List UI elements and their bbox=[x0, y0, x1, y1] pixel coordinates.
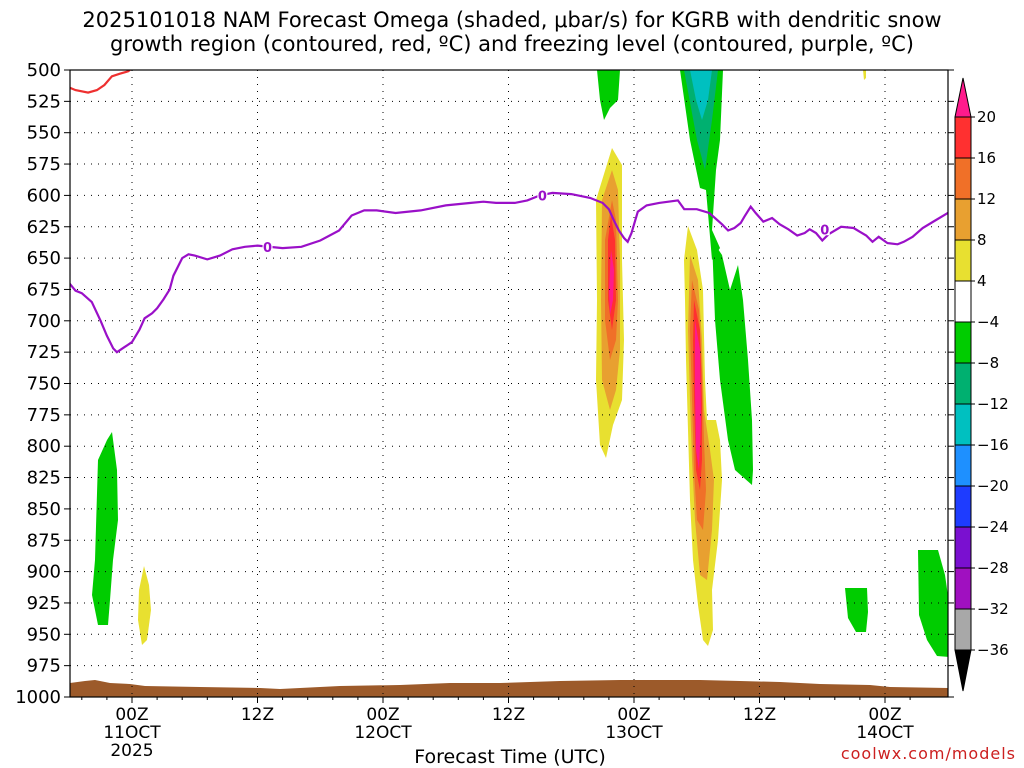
y-tick-label-850: 850 bbox=[27, 499, 61, 520]
colorbar-segment-10 bbox=[954, 485, 972, 528]
x-tick-label-5: 12Z bbox=[743, 705, 776, 725]
x-tick-label-3: 12Z bbox=[492, 705, 525, 725]
colorbar-top-arrow bbox=[954, 77, 972, 118]
y-tick-label-825: 825 bbox=[27, 468, 61, 489]
colorbar-label-9: −20 bbox=[977, 477, 1009, 495]
y-tick-label-625: 625 bbox=[27, 217, 61, 238]
chart-title: 2025101018 NAM Forecast Omega (shaded, μ… bbox=[0, 8, 1024, 56]
x-tick-date-0: 11OCT bbox=[103, 723, 161, 743]
omega-shading bbox=[70, 70, 948, 697]
y-axis: 500 525 550 575 600 625 650 675 700 725 750 775 800 8… bbox=[15, 60, 954, 708]
colorbar-segment-5 bbox=[954, 280, 972, 323]
y-tick-label-550: 550 bbox=[27, 123, 61, 144]
chart-title-line-1: 2025101018 NAM Forecast Omega (shaded, μ… bbox=[82, 8, 942, 32]
y-tick-label-500: 500 bbox=[27, 60, 61, 81]
y-tick-label-1000: 1000 bbox=[15, 687, 61, 708]
colorbar-segment-2 bbox=[954, 157, 972, 200]
colorbar-segment-3 bbox=[954, 198, 972, 241]
y-tick-label-800: 800 bbox=[27, 436, 61, 457]
colorbar-label-7: −12 bbox=[977, 395, 1009, 413]
x-tick-label-1: 12Z bbox=[241, 705, 274, 725]
freezing-level-contour bbox=[70, 191, 948, 354]
x-tick-label-6: 00Z bbox=[868, 705, 901, 725]
colorbar-label-13: −36 bbox=[977, 641, 1009, 659]
colorbar-label-11: −28 bbox=[977, 559, 1009, 577]
y-tick-label-525: 525 bbox=[27, 91, 61, 112]
y-tick-label-900: 900 bbox=[27, 562, 61, 583]
colorbar-segment-9 bbox=[954, 444, 972, 487]
colorbar-label-3: 8 bbox=[977, 231, 987, 249]
omega-region-green-3 bbox=[712, 240, 753, 485]
colorbar-segment-4 bbox=[954, 239, 972, 282]
freezing-label-bg-0 bbox=[262, 239, 273, 253]
freezing-label-bg-2 bbox=[819, 222, 830, 236]
colorbar-segment-13 bbox=[954, 608, 972, 651]
chart-title-line-2: growth region (contoured, red, ºC) and f… bbox=[110, 32, 914, 56]
colorbar-label-8: −16 bbox=[977, 436, 1009, 454]
credit-text: coolwx.com/models bbox=[840, 744, 1016, 763]
freezing-label-1: 0 bbox=[538, 189, 547, 204]
omega-region-teal-1 bbox=[684, 70, 718, 170]
omega-region-yellow-3 bbox=[138, 566, 151, 645]
y-tick-label-975: 975 bbox=[27, 656, 61, 677]
y-tick-label-775: 775 bbox=[27, 405, 61, 426]
y-tick-label-925: 925 bbox=[27, 593, 61, 614]
colorbar-label-10: −24 bbox=[977, 518, 1009, 536]
y-tick-label-575: 575 bbox=[27, 154, 61, 175]
y-tick-label-750: 750 bbox=[27, 374, 61, 395]
colorbar-segment-7 bbox=[954, 362, 972, 405]
colorbar-label-0: 20 bbox=[977, 108, 996, 126]
y-tick-label-675: 675 bbox=[27, 279, 61, 300]
freezing-label-bg-1 bbox=[537, 188, 548, 202]
x-tick-year-0: 2025 bbox=[110, 741, 153, 761]
freezing-label-2: 0 bbox=[820, 223, 829, 238]
x-tick-date-4: 13OCT bbox=[605, 723, 663, 743]
omega-region-green-5 bbox=[845, 588, 868, 632]
freezing-label-0: 0 bbox=[263, 241, 272, 256]
colorbar-bottom-arrow bbox=[954, 649, 972, 692]
x-tick-date-2: 12OCT bbox=[354, 723, 412, 743]
x-tick-label-4: 00Z bbox=[617, 705, 650, 725]
colorbar-label-2: 12 bbox=[977, 190, 996, 208]
x-tick-date-6: 14OCT bbox=[856, 723, 914, 743]
x-axis-label: Forecast Time (UTC) bbox=[414, 746, 606, 768]
omega-region-cyan-1 bbox=[690, 70, 712, 120]
colorbar-segment-8 bbox=[954, 403, 972, 446]
colorbar-segment-12 bbox=[954, 567, 972, 610]
omega-region-magenta-1 bbox=[609, 250, 614, 315]
y-tick-label-650: 650 bbox=[27, 248, 61, 269]
colorbar-label-6: −8 bbox=[977, 354, 999, 372]
y-tick-label-950: 950 bbox=[27, 624, 61, 645]
omega-region-green-4 bbox=[92, 432, 118, 625]
y-tick-label-600: 600 bbox=[27, 185, 61, 206]
y-tick-label-725: 725 bbox=[27, 342, 61, 363]
colorbar-segment-11 bbox=[954, 526, 972, 569]
colorbar: 20 16 12 8 4 −4 −8 −12 −16 −20 −24 −28 −32 −36 bbox=[954, 77, 1009, 692]
colorbar-label-12: −32 bbox=[977, 600, 1009, 618]
x-tick-label-2: 00Z bbox=[366, 705, 399, 725]
omega-region-magenta-2 bbox=[695, 320, 701, 470]
omega-region-green-6 bbox=[918, 550, 948, 657]
colorbar-label-5: −4 bbox=[977, 313, 999, 331]
colorbar-label-4: 4 bbox=[977, 272, 987, 290]
colorbar-segment-1 bbox=[954, 116, 972, 159]
y-tick-label-875: 875 bbox=[27, 530, 61, 551]
x-tick-label-0: 00Z bbox=[115, 705, 148, 725]
terrain-surface bbox=[70, 680, 948, 697]
omega-region-green-1 bbox=[597, 70, 620, 120]
plot-area bbox=[70, 70, 948, 697]
colorbar-label-1: 16 bbox=[977, 149, 996, 167]
omega-region-yellow-4 bbox=[863, 70, 866, 80]
y-tick-label-700: 700 bbox=[27, 311, 61, 332]
colorbar-segment-6 bbox=[954, 321, 972, 364]
freezing-level-labels: 0 0 0 bbox=[262, 188, 830, 256]
